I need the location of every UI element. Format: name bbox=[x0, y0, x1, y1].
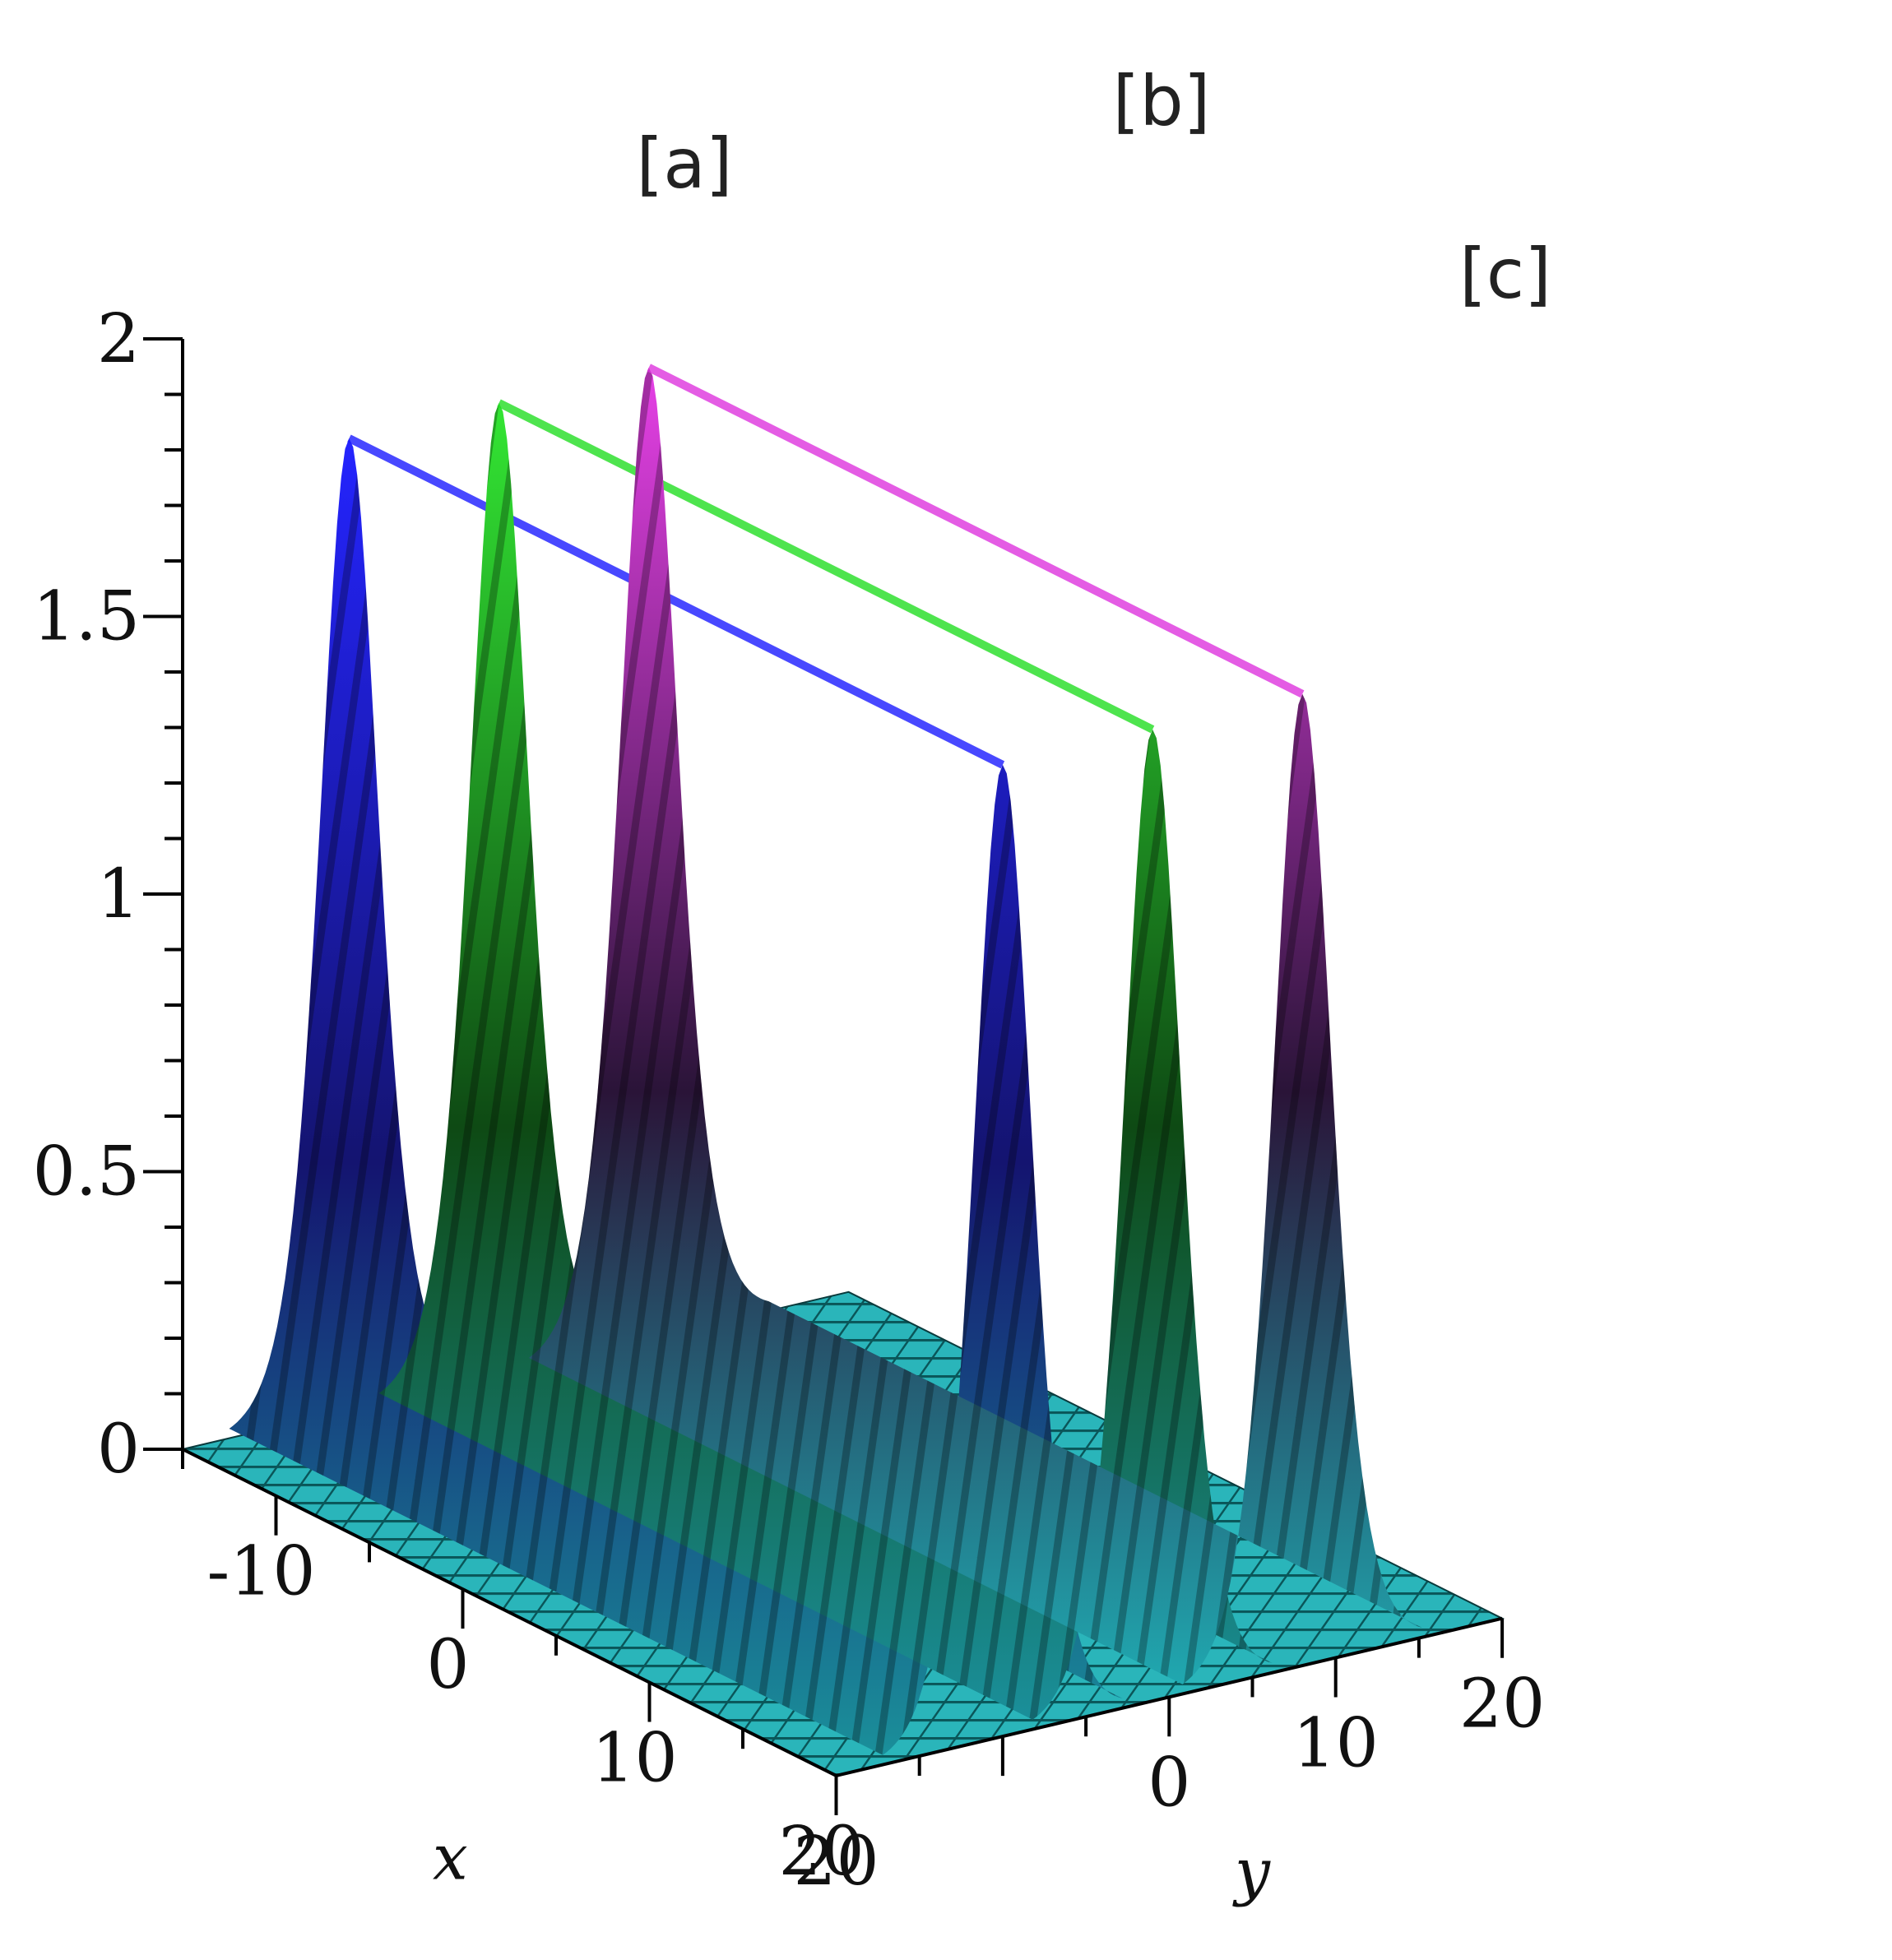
x-axis-label: x bbox=[433, 1820, 468, 1893]
z-tick-label: 1.5 bbox=[33, 578, 140, 656]
axes bbox=[143, 337, 1505, 1815]
series-label-1: [a] bbox=[636, 123, 732, 204]
ridge-crest bbox=[347, 434, 1005, 769]
ridge-crest bbox=[647, 364, 1305, 698]
surface-ridges bbox=[229, 364, 1422, 1755]
y-tick-label: 20 bbox=[793, 1823, 879, 1901]
x-tick-label: -10 bbox=[206, 1533, 315, 1611]
x-tick-label: 20 bbox=[778, 1813, 864, 1891]
z-tick-label: 0 bbox=[97, 1411, 140, 1489]
x-axis-line bbox=[182, 1448, 837, 1777]
ridge-shading bbox=[529, 367, 1422, 1684]
series-label-2: [b] bbox=[1113, 61, 1211, 141]
y-tick-label: 10 bbox=[1293, 1705, 1379, 1783]
z-tick-label: 2 bbox=[97, 300, 140, 378]
series-label-3: [c] bbox=[1459, 234, 1551, 314]
labels: 0 0.5 1 1.5 2 -10 0 10 20 x 20 0 10 20 y [a] [b] [c] bbox=[33, 61, 1551, 1907]
y-tick-label: 20 bbox=[1459, 1666, 1545, 1744]
y-axis-label: y bbox=[1232, 1834, 1271, 1907]
y-axis-line bbox=[836, 1616, 1503, 1777]
ridge-crest bbox=[497, 399, 1155, 734]
z-tick-label: 1 bbox=[97, 855, 140, 934]
y-tick-label: 0 bbox=[1148, 1744, 1190, 1822]
x-tick-label: 0 bbox=[426, 1626, 469, 1704]
ridge-3 bbox=[529, 364, 1422, 1684]
z-tick-label: 0.5 bbox=[33, 1133, 140, 1212]
x-tick-label: 10 bbox=[591, 1720, 677, 1798]
